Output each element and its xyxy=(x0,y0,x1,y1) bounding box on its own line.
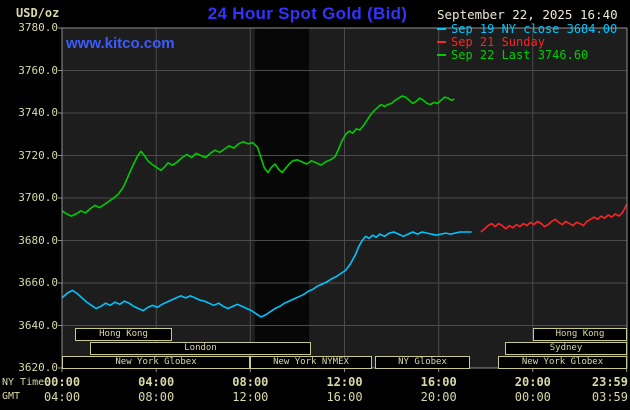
series-line-1 xyxy=(480,204,628,233)
session-band: New York NYMEX xyxy=(250,356,372,369)
x-axis-ny-tick-label: 12:00 xyxy=(326,375,363,389)
y-axis-tick-label: 3760.0 xyxy=(18,63,58,77)
session-band: NY Globex xyxy=(375,356,470,369)
x-axis-gmt-tick-label: 12:00 xyxy=(232,390,269,404)
y-axis-tick-label: 3700.0 xyxy=(18,191,58,204)
unit-label: USD/oz xyxy=(16,6,60,20)
x-axis-gmt-tick-label: 20:00 xyxy=(420,390,457,404)
y-axis-tick-label: 3780.0 xyxy=(18,21,58,34)
x-axis-ny-tick-label: 23:59 xyxy=(591,375,628,389)
session-band: Hong Kong xyxy=(533,328,627,341)
y-axis-tick-label: 3740.0 xyxy=(18,106,58,119)
legend-label: Sep 19 NY close 3684.00 xyxy=(451,22,618,36)
session-band: Sydney xyxy=(505,342,627,355)
kitco-watermark-link[interactable]: www.kitco.com xyxy=(66,35,175,52)
legend: Sep 19 NY close 3684.00 Sep 21 Sunday Sep … xyxy=(437,23,617,62)
session-band: Hong Kong xyxy=(75,328,172,341)
legend-item: Sep 22 Last 3746.60 xyxy=(437,49,617,62)
x-axis-gmt-tick-label: 04:00 xyxy=(43,390,81,404)
session-band: New York Globex xyxy=(62,356,250,369)
chart-title: 24 Hour Spot Gold (Bid) xyxy=(207,4,408,23)
legend-marker xyxy=(437,28,446,30)
ny-time-axis-label: NY Time xyxy=(2,377,45,388)
y-axis-tick-label: 3660.0 xyxy=(18,276,58,289)
x-axis-gmt-tick-label: 03:59 xyxy=(591,390,628,404)
session-band: New York Globex xyxy=(498,356,627,369)
legend-item: Sep 21 Sunday xyxy=(437,36,617,49)
legend-marker xyxy=(437,54,446,56)
legend-item: Sep 19 NY close 3684.00 xyxy=(437,23,617,36)
series-line-0 xyxy=(61,231,472,318)
x-axis-gmt-tick-label: 08:00 xyxy=(138,390,175,404)
series-line-2 xyxy=(61,95,455,217)
legend-label: Sep 21 Sunday xyxy=(451,35,545,49)
x-axis-ny-tick-label: 20:00 xyxy=(514,375,551,389)
x-axis-ny-tick-label: 16:00 xyxy=(420,375,457,389)
legend-marker xyxy=(437,41,446,43)
session-band: London xyxy=(90,342,311,355)
x-axis-ny-tick-label: 00:00 xyxy=(43,375,81,389)
y-axis-tick-label: 3720.0 xyxy=(18,148,58,162)
x-axis-gmt-tick-label: 00:00 xyxy=(514,390,551,404)
y-axis-tick-label: 3620.0 xyxy=(18,361,58,374)
x-axis-gmt-tick-label: 16:00 xyxy=(326,390,363,404)
y-axis-tick-label: 3680.0 xyxy=(18,233,58,247)
x-axis-ny-tick-label: 04:00 xyxy=(138,375,175,389)
datetime-label: September 22, 2025 16:40 xyxy=(437,7,618,22)
gmt-axis-label: GMT xyxy=(2,391,21,402)
x-axis-ny-tick-label: 08:00 xyxy=(232,375,269,389)
legend-label: Sep 22 Last 3746.60 xyxy=(451,48,589,62)
y-axis-tick-label: 3640.0 xyxy=(18,318,58,332)
